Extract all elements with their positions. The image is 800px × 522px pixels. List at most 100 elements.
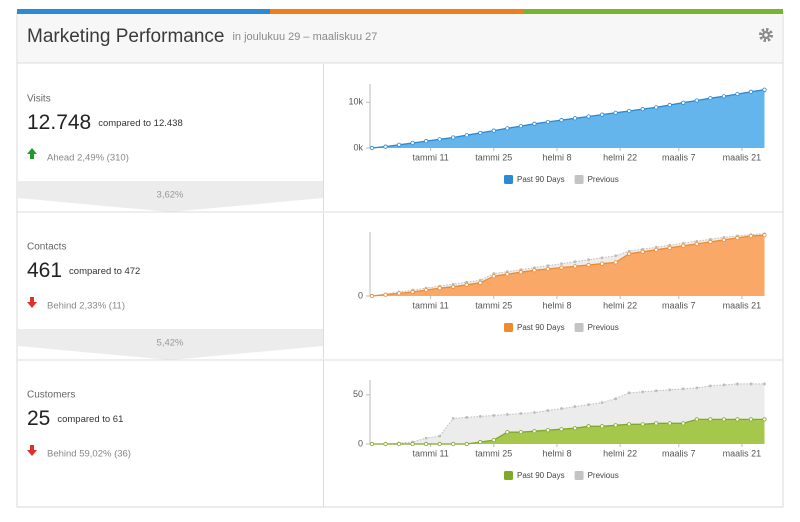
x-tick-label: maalis 7 [662,300,696,310]
legend-swatch [574,471,584,480]
point [694,417,699,422]
point [478,280,483,285]
point [383,292,388,297]
point [573,260,577,264]
legend-swatch [504,471,513,480]
settings-icon[interactable] [759,28,773,42]
point [518,430,523,435]
x-tick-label: tammi 11 [412,300,448,310]
series-line [372,418,765,445]
point [396,441,402,447]
point [532,121,537,126]
x-tick-label: helmi 22 [603,448,637,458]
point [369,145,375,151]
point [654,389,658,393]
point [763,382,766,386]
arrow-up [27,148,37,159]
status: Behind 2,33% (11) [47,301,125,312]
legend-label: Past 90 Days [517,471,565,480]
top-strip [523,9,783,14]
point [586,424,591,429]
x-tick-label: maalis 21 [723,300,762,310]
metric-label: Customers [27,390,75,401]
metric-comparison: compared to 61 [57,414,123,425]
point [586,262,591,268]
point [681,387,685,391]
y-tick-label: 0 [358,290,363,300]
point [681,243,686,248]
point [599,424,605,429]
x-tick-label: tammi 25 [475,300,512,310]
point [396,291,402,296]
y-tick-label: 0 [358,438,363,448]
series-line [371,89,765,149]
date-range: in joulukuu 29 – maaliskuu 27 [232,31,377,43]
point [518,123,523,129]
point [491,437,496,443]
point [545,428,551,433]
conversion-band [18,181,323,212]
point [410,441,415,447]
conversion-rate: 5,42% [157,338,184,349]
gear-hole[interactable] [764,33,768,37]
point [437,285,442,291]
metric-number: 12.748 [27,111,91,134]
point [708,96,713,101]
point [654,247,659,252]
metric-value: 25 compared to 61 [27,407,123,430]
point [546,264,550,268]
point [505,430,510,435]
point [748,233,754,239]
point [614,397,618,401]
legend-swatch [574,323,584,332]
x-tick-label: tammi 11 [412,448,448,458]
point [410,140,415,146]
point [559,427,564,432]
point [369,441,375,447]
point [640,249,645,254]
point [600,401,604,405]
point [451,284,456,289]
point [748,89,754,94]
status: Behind 59,02% (36) [47,449,131,460]
point [424,441,429,447]
title: Marketing Performance in joulukuu 29 – ma… [27,26,377,47]
series-line [372,383,765,445]
point [599,112,605,117]
x-tick-label: helmi 8 [542,448,571,458]
x-tick-label: helmi 22 [603,300,637,310]
point [708,384,712,388]
point [383,144,388,149]
legend-label: Previous [588,323,619,332]
point [600,256,604,260]
point [667,245,672,250]
point [627,391,631,395]
point [438,434,442,438]
point [735,91,740,97]
legend-swatch [574,175,584,184]
gear-teeth[interactable] [759,28,773,42]
arrow-down [27,445,37,456]
header-bg [18,14,782,63]
point [681,421,686,426]
y-tick-label: 10k [348,97,363,107]
point [491,274,496,279]
point [641,390,645,394]
conversion-band [18,329,323,360]
point [560,262,563,266]
point [708,417,713,422]
point [627,251,632,256]
point [614,254,618,258]
x-tick-label: tammi 25 [475,152,512,162]
point [559,118,564,123]
point [519,412,523,415]
point [695,386,699,390]
metric-comparison: compared to 12.438 [98,118,183,129]
x-tick-label: helmi 8 [542,300,571,310]
point [532,268,537,273]
point [572,116,578,121]
series-area [372,89,765,148]
point [545,119,551,125]
legend-label: Previous [588,175,619,184]
